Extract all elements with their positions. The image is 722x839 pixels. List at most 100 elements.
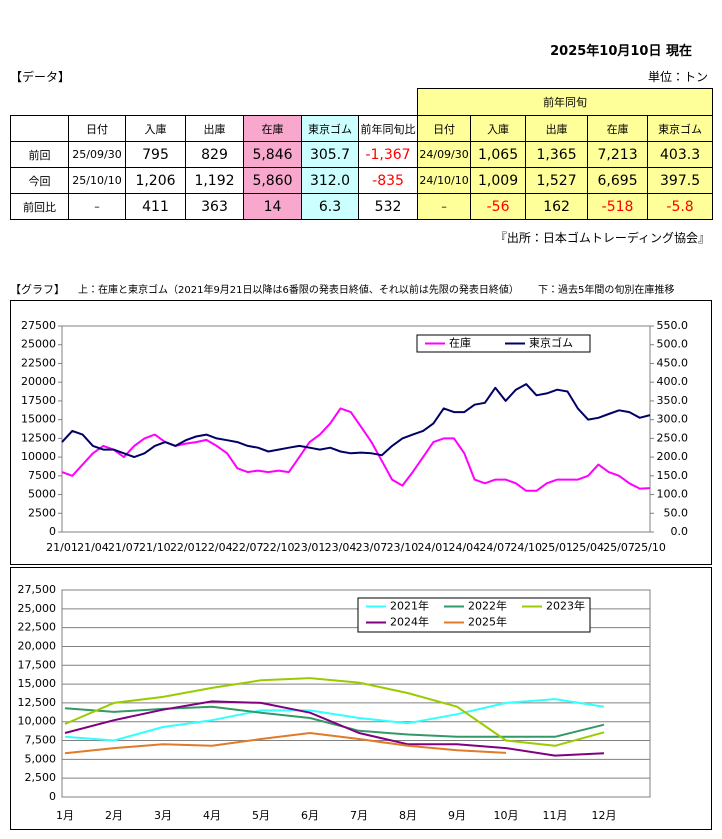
column-header: 東京ゴム	[647, 115, 714, 142]
x-tick-label: 25/07	[603, 541, 635, 554]
unit: 単位：トン	[647, 70, 708, 84]
table-cell: 1,192	[185, 167, 244, 194]
series-line	[61, 407, 651, 492]
corner-cell	[10, 115, 69, 142]
table-cell: 162	[525, 193, 589, 220]
y-tick-label: 27,500	[18, 583, 57, 596]
table-cell: -56	[470, 193, 527, 220]
y-tick-label: 17,500	[18, 658, 57, 671]
x-tick-label: 21/07	[108, 541, 140, 554]
legend-label: 2024年	[390, 615, 429, 629]
table-cell: 25/09/30	[68, 141, 126, 168]
table-cell: -1,367	[357, 141, 419, 168]
legend-label: 2023年	[546, 599, 585, 613]
y-tick-label: 22500	[21, 356, 56, 369]
x-tick-label: 22/04	[201, 541, 233, 554]
column-header: 在庫	[243, 115, 302, 142]
y-tick-label: 22,500	[18, 621, 57, 634]
x-tick-label: 21/10	[139, 541, 171, 554]
series-line	[64, 677, 605, 747]
x-tick-label: 25/04	[572, 541, 604, 554]
table-cell: 6.3	[301, 193, 359, 220]
y-tick-label: 2500	[28, 506, 56, 519]
y-tick-label: 2,500	[25, 771, 57, 784]
table-cell: 24/09/30	[417, 141, 472, 168]
table-row: 今回 25/10/10 1,206 1,192 5,860 312.0 -835 24/10/…	[10, 167, 714, 194]
plot-area	[61, 589, 651, 798]
legend-label: 2021年	[390, 599, 429, 613]
x-tick-label: 22/10	[263, 541, 295, 554]
series-line	[64, 698, 605, 742]
column-header: 東京ゴム	[301, 115, 359, 142]
y2-tick-label: 250.0	[657, 431, 689, 444]
series-line	[64, 732, 507, 755]
x-tick-label: 4月	[203, 809, 221, 822]
legend-label: 2025年	[468, 615, 507, 629]
x-tick-label: 11月	[543, 809, 568, 822]
y-tick-label: 7,500	[25, 734, 57, 747]
table-cell: 7,213	[587, 141, 649, 168]
table-cell: 397.5	[647, 167, 714, 194]
y-tick-label: 7500	[28, 469, 56, 482]
y-tick-label: 25000	[21, 338, 56, 351]
y-tick-label: 10000	[21, 450, 56, 463]
table-row: 前年同旬	[11, 88, 714, 116]
row-header: 今回	[10, 167, 69, 194]
x-tick-label: 1月	[56, 809, 74, 822]
y-tick-label: 15000	[21, 413, 56, 426]
chart-frame	[10, 567, 712, 830]
y-tick-label: 17500	[21, 394, 56, 407]
legend-box	[416, 334, 591, 353]
x-tick-label: 24/01	[418, 541, 450, 554]
series-line	[61, 383, 651, 459]
y2-tick-label: 550.0	[657, 319, 689, 332]
table-row: 前回比 –411 363 14 6.3 532– -56 162 -518 -5.8	[10, 193, 714, 220]
y-tick-label: 10,000	[18, 715, 57, 728]
y-tick-label: 12,500	[18, 696, 57, 709]
plot-area	[61, 325, 651, 533]
y2-tick-label: 450.0	[657, 356, 689, 369]
x-tick-label: 8月	[399, 809, 417, 822]
data-label: 【データ】	[10, 70, 71, 84]
x-tick-label: 21/01	[46, 541, 78, 554]
x-tick-label: 23/01	[294, 541, 326, 554]
graph-note: 下：過去5年間の旬別在庫推移	[538, 285, 675, 296]
y2-tick-label: 500.0	[657, 338, 689, 351]
y2-tick-label: 0.0	[671, 525, 689, 538]
table-row: 前回 25/09/30 795 829 5,846 305.7 -1,367 24/09/30…	[10, 141, 714, 168]
x-tick-label: 3月	[154, 809, 172, 822]
x-tick-label: 2月	[105, 809, 123, 822]
table-cell: 305.7	[301, 141, 359, 168]
table-cell: 1,206	[125, 167, 186, 194]
x-tick-label: 21/04	[77, 541, 109, 554]
table-cell: 5,860	[243, 167, 302, 194]
row-header: 前回	[10, 141, 69, 168]
graph-label: 【グラフ】	[10, 283, 65, 296]
legend-label: 在庫	[449, 336, 471, 350]
table-cell: 363	[185, 193, 244, 220]
y-tick-label: 5,000	[25, 752, 57, 765]
legend-label: 東京ゴム	[529, 336, 573, 350]
y-tick-label: 20000	[21, 375, 56, 388]
table-cell: 403.3	[647, 141, 714, 168]
y-tick-label: 12500	[21, 431, 56, 444]
x-tick-label: 22/01	[170, 541, 202, 554]
table-cell: 532	[357, 193, 419, 220]
y-tick-label: 25,000	[18, 602, 57, 615]
column-header: 日付	[417, 115, 472, 142]
group-header: 前年同旬	[417, 88, 714, 116]
y2-tick-label: 200.0	[657, 450, 689, 463]
table-cell: 1,009	[470, 167, 527, 194]
column-header: 前年同旬比	[357, 115, 419, 142]
table-cell: 795	[125, 141, 186, 168]
y2-tick-label: 350.0	[657, 394, 689, 407]
y-tick-label: 0	[49, 790, 56, 803]
legend-label: 2022年	[468, 599, 507, 613]
table-cell: –	[417, 193, 472, 220]
column-header: 在庫	[587, 115, 649, 142]
column-header: 入庫	[470, 115, 527, 142]
report-date: 2025年10月10日 現在	[550, 44, 692, 59]
table-cell: 24/10/10	[417, 167, 472, 194]
x-tick-label: 24/04	[448, 541, 480, 554]
column-header: 日付	[68, 115, 126, 142]
